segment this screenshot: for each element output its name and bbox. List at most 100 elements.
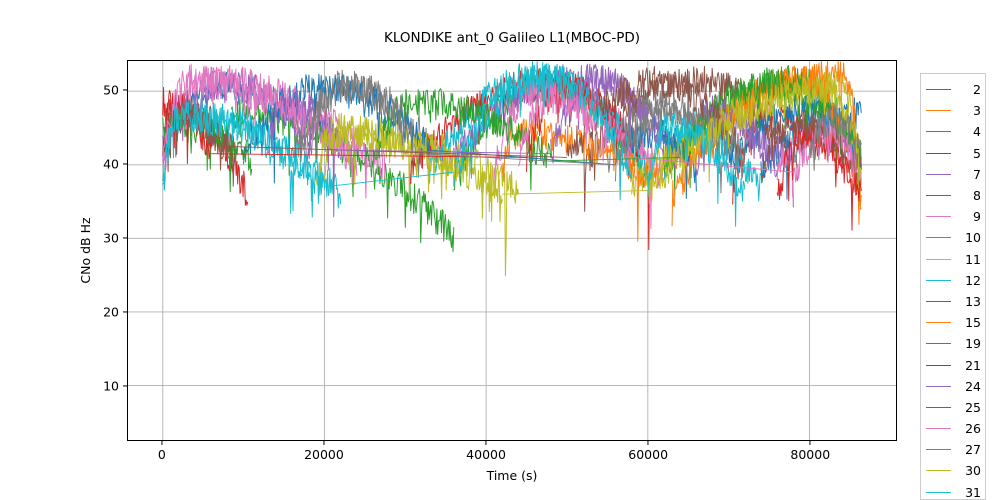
- x-tick-mark: [485, 441, 487, 445]
- legend-item-label: 25: [965, 399, 981, 415]
- series-line-31: [647, 113, 746, 227]
- legend-item-label: 15: [965, 315, 981, 331]
- x-tick-label: 60000: [628, 447, 669, 462]
- legend-color-swatch: [926, 406, 951, 408]
- legend-item-label: 4: [973, 124, 981, 140]
- legend-item-2[interactable]: 2: [921, 79, 985, 100]
- legend-item-label: 12: [965, 272, 981, 288]
- legend-item-15[interactable]: 15: [921, 312, 985, 333]
- y-tick-label: 40: [103, 156, 119, 172]
- legend[interactable]: 23457891011121315192124252627303133: [920, 73, 986, 500]
- x-tick-label: 80000: [790, 447, 831, 462]
- legend-color-swatch: [926, 258, 951, 260]
- y-axis-tick-labels: 10 20 30 40 50: [0, 0, 119, 500]
- x-tick-mark: [809, 441, 811, 445]
- series-line-27: [299, 73, 422, 178]
- x-tick-mark: [647, 441, 649, 445]
- legend-item-label: 8: [973, 188, 981, 204]
- gap-bridge-line: [421, 153, 616, 166]
- legend-item-label: 24: [965, 378, 981, 394]
- x-axis-label: Time (s): [486, 468, 538, 483]
- legend-item-9[interactable]: 9: [921, 206, 985, 227]
- x-tick-mark: [323, 441, 325, 445]
- legend-item-label: 13: [965, 293, 981, 309]
- legend-item-label: 27: [965, 442, 981, 458]
- plot-area: [127, 60, 897, 441]
- gap-bridge-line: [631, 156, 794, 173]
- legend-item-label: 11: [965, 251, 981, 267]
- legend-item-25[interactable]: 25: [921, 397, 985, 418]
- gap-bridge-line: [550, 156, 681, 162]
- series-line-24: [550, 64, 665, 164]
- chart-title: KLONDIKE ant_0 Galileo L1(MBOC-PD): [383, 30, 641, 46]
- legend-color-swatch: [926, 428, 951, 430]
- legend-item-27[interactable]: 27: [921, 439, 985, 460]
- legend-item-label: 30: [965, 463, 981, 479]
- legend-color-swatch: [926, 491, 951, 493]
- y-tick-mark: [123, 385, 127, 387]
- y-tick-mark: [123, 89, 127, 91]
- y-tick-label: 30: [103, 230, 119, 246]
- legend-item-24[interactable]: 24: [921, 376, 985, 397]
- legend-color-swatch: [926, 110, 951, 112]
- data-series-layer: [162, 61, 862, 277]
- legend-item-label: 21: [965, 357, 981, 373]
- legend-item-26[interactable]: 26: [921, 418, 985, 439]
- legend-item-label: 9: [973, 209, 981, 225]
- legend-item-label: 10: [965, 230, 981, 246]
- legend-item-4[interactable]: 4: [921, 121, 985, 142]
- series-line-19: [372, 88, 552, 191]
- legend-item-13[interactable]: 13: [921, 291, 985, 312]
- y-tick-mark: [123, 163, 127, 165]
- legend-color-swatch: [926, 131, 951, 133]
- legend-item-label: 5: [973, 145, 981, 161]
- legend-item-10[interactable]: 10: [921, 227, 985, 248]
- legend-item-8[interactable]: 8: [921, 185, 985, 206]
- x-tick-label: 0: [157, 447, 166, 462]
- legend-color-swatch: [926, 322, 951, 324]
- legend-color-swatch: [926, 195, 951, 197]
- legend-item-21[interactable]: 21: [921, 354, 985, 375]
- legend-item-12[interactable]: 12: [921, 270, 985, 291]
- legend-item-7[interactable]: 7: [921, 164, 985, 185]
- series-line-31: [453, 61, 633, 201]
- series-line-27: [614, 94, 746, 182]
- legend-item-label: 7: [973, 166, 981, 182]
- legend-color-swatch: [926, 237, 951, 239]
- legend-color-swatch: [926, 449, 951, 451]
- legend-item-label: 2: [973, 82, 981, 98]
- gap-bridge-line: [324, 171, 454, 188]
- gap-bridge-line: [502, 190, 648, 195]
- legend-color-swatch: [926, 364, 951, 366]
- y-tick-label: 10: [103, 378, 119, 394]
- series-line-30: [647, 71, 862, 205]
- y-tick-mark: [123, 237, 127, 239]
- series-line-9: [162, 64, 386, 199]
- y-tick-mark: [123, 311, 127, 313]
- y-tick-label: 20: [103, 304, 119, 320]
- x-tick-label: 20000: [304, 447, 344, 462]
- legend-item-30[interactable]: 30: [921, 460, 985, 481]
- legend-item-3[interactable]: 3: [921, 100, 985, 121]
- gap-bridge-line: [227, 145, 567, 158]
- legend-color-swatch: [926, 173, 951, 175]
- series-line-4: [230, 97, 455, 253]
- legend-item-label: 31: [965, 484, 981, 500]
- y-tick-label: 50: [103, 82, 119, 98]
- legend-color-swatch: [926, 216, 951, 218]
- legend-item-11[interactable]: 11: [921, 249, 985, 270]
- legend-color-swatch: [926, 343, 951, 345]
- legend-color-swatch: [926, 300, 951, 302]
- legend-item-label: 3: [973, 103, 981, 119]
- x-tick-label: 40000: [466, 447, 506, 462]
- legend-item-label: 19: [965, 336, 981, 352]
- legend-color-swatch: [926, 279, 951, 281]
- legend-item-31[interactable]: 31: [921, 482, 985, 500]
- gap-bridge-line: [340, 149, 551, 155]
- legend-color-swatch: [926, 385, 951, 387]
- legend-color-swatch: [926, 470, 951, 472]
- legend-item-19[interactable]: 19: [921, 333, 985, 354]
- legend-color-swatch: [926, 89, 951, 91]
- legend-item-5[interactable]: 5: [921, 143, 985, 164]
